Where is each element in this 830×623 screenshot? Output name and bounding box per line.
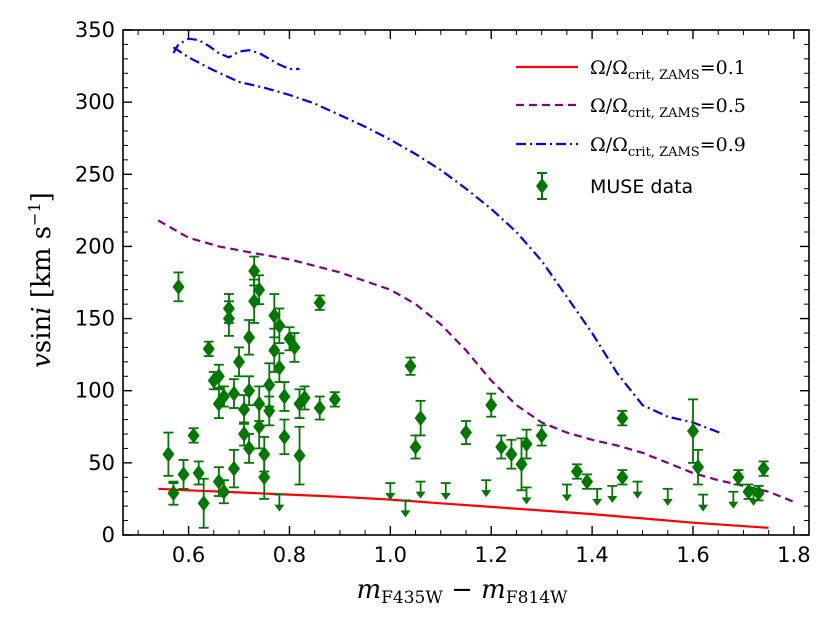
legend-label-muse: MUSE data — [590, 176, 693, 198]
y-axis-label-close: ] — [27, 192, 57, 202]
y-tick-label: 100 — [75, 379, 115, 403]
x-tick-label: 0.6 — [172, 543, 205, 567]
legend-suffix-0.5: =0.5 — [700, 95, 746, 117]
y-tick-label: 200 — [75, 234, 115, 258]
legend-sub-0.1: crit, ZAMS — [628, 68, 700, 83]
y-tick-label: 150 — [75, 307, 115, 331]
y-axis-label-i: i — [27, 306, 57, 314]
y-axis-label-unit: [km s — [27, 226, 57, 306]
x-tick-label: 1.4 — [575, 543, 608, 567]
y-axis-label-sini: sin — [27, 314, 57, 353]
x-axis-label-m1: m — [356, 575, 381, 605]
y-tick-label: 350 — [75, 18, 115, 42]
x-axis-label-m2: m — [481, 575, 506, 605]
chart: 0.6 0.8 1.0 1.2 1.4 1.6 1.8 0 50 100 150 200 250 300 3… — [0, 0, 830, 623]
y-axis-label-v: v — [27, 353, 57, 368]
x-axis-label-sub2: F814W — [506, 588, 568, 608]
x-tick-label: 1.6 — [676, 543, 709, 567]
x-tick-label: 0.8 — [273, 543, 306, 567]
y-tick-label: 250 — [75, 162, 115, 186]
y-axis-label-exp: −1 — [25, 202, 44, 226]
x-tick-label: 1.0 — [374, 543, 407, 567]
legend-suffix-0.9: =0.9 — [700, 134, 746, 156]
x-tick-label: 1.8 — [777, 543, 810, 567]
chart-background — [0, 0, 830, 623]
y-tick-label: 50 — [88, 451, 115, 475]
y-tick-label: 0 — [102, 523, 115, 547]
x-axis-label-minus: − — [443, 575, 481, 605]
x-tick-label: 1.2 — [475, 543, 508, 567]
y-tick-label: 300 — [75, 90, 115, 114]
legend-suffix-0.1: =0.1 — [700, 57, 746, 79]
x-axis-label-sub1: F435W — [381, 588, 443, 608]
legend-sub-0.9: crit, ZAMS — [628, 145, 700, 160]
legend-sub-0.5: crit, ZAMS — [628, 106, 700, 121]
